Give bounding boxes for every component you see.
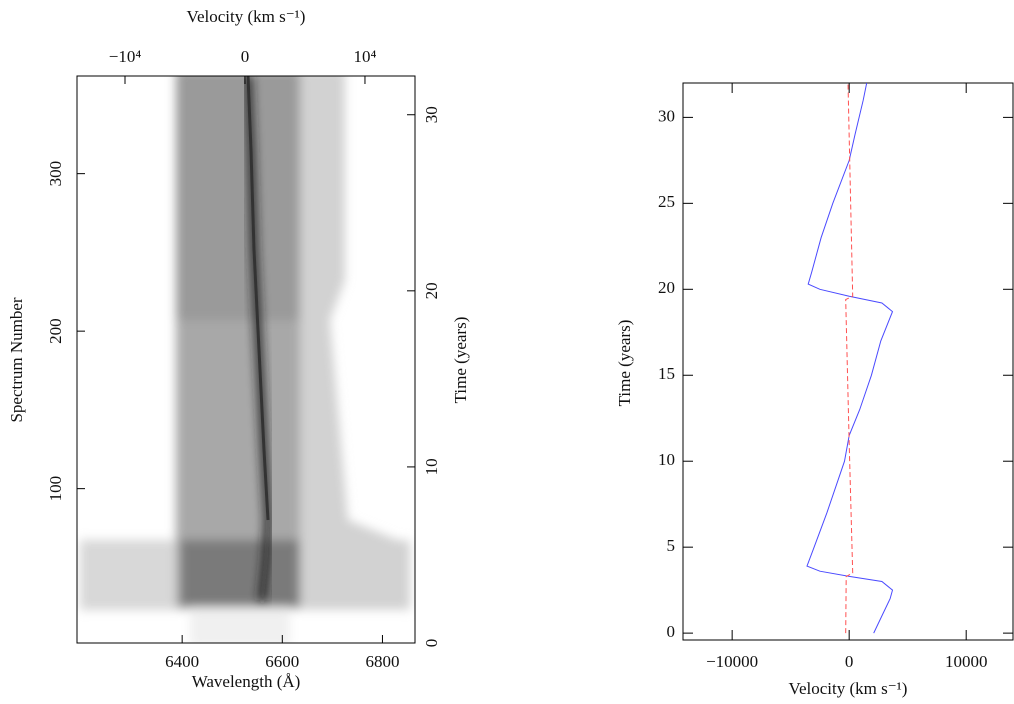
y2-tick-label: 20: [422, 282, 441, 299]
y2-tick-label: 30: [422, 106, 441, 123]
y-tick-label: 20: [658, 278, 675, 297]
x-axis-title: Velocity (km s⁻¹): [789, 679, 908, 698]
y-tick-label: 30: [658, 106, 675, 125]
x-tick-label: 6400: [165, 652, 199, 671]
y-tick-label: 100: [46, 476, 65, 502]
x-axis-title: Wavelength (Å): [192, 672, 301, 691]
x2-tick-label: −10⁴: [109, 47, 142, 66]
y-tick-label: 0: [667, 622, 676, 641]
y-tick-label: 300: [46, 161, 65, 187]
x-tick-label: 10000: [945, 652, 988, 671]
y-tick-label: 15: [658, 364, 675, 383]
y2-tick-label: 10: [422, 458, 441, 475]
x-tick-label: 6800: [365, 652, 399, 671]
x2-tick-label: 0: [241, 47, 250, 66]
y-tick-label: 25: [658, 192, 675, 211]
x2-axis-title: Velocity (km s⁻¹): [187, 7, 306, 26]
x-tick-label: 6600: [265, 652, 299, 671]
axes-frame: [76, 75, 416, 644]
x2-tick-label: 10⁴: [353, 47, 376, 66]
x-tick-label: −10000: [706, 652, 758, 671]
y-tick-label: 10: [658, 450, 675, 469]
y-axis-title: Time (years): [615, 320, 634, 407]
velocity-curve: [845, 83, 854, 634]
axes-frame: [682, 82, 1014, 641]
plot-area: [806, 83, 894, 634]
y-axis-title: Spectrum Number: [7, 297, 26, 422]
y2-tick-label: 0: [422, 639, 441, 648]
y-tick-label: 5: [667, 536, 676, 555]
x-tick-label: 0: [845, 652, 854, 671]
y2-axis-title: Time (years): [451, 317, 470, 404]
y-tick-label: 200: [46, 318, 65, 344]
spectrum-image: [80, 76, 410, 643]
velocity-curve: [806, 83, 894, 634]
